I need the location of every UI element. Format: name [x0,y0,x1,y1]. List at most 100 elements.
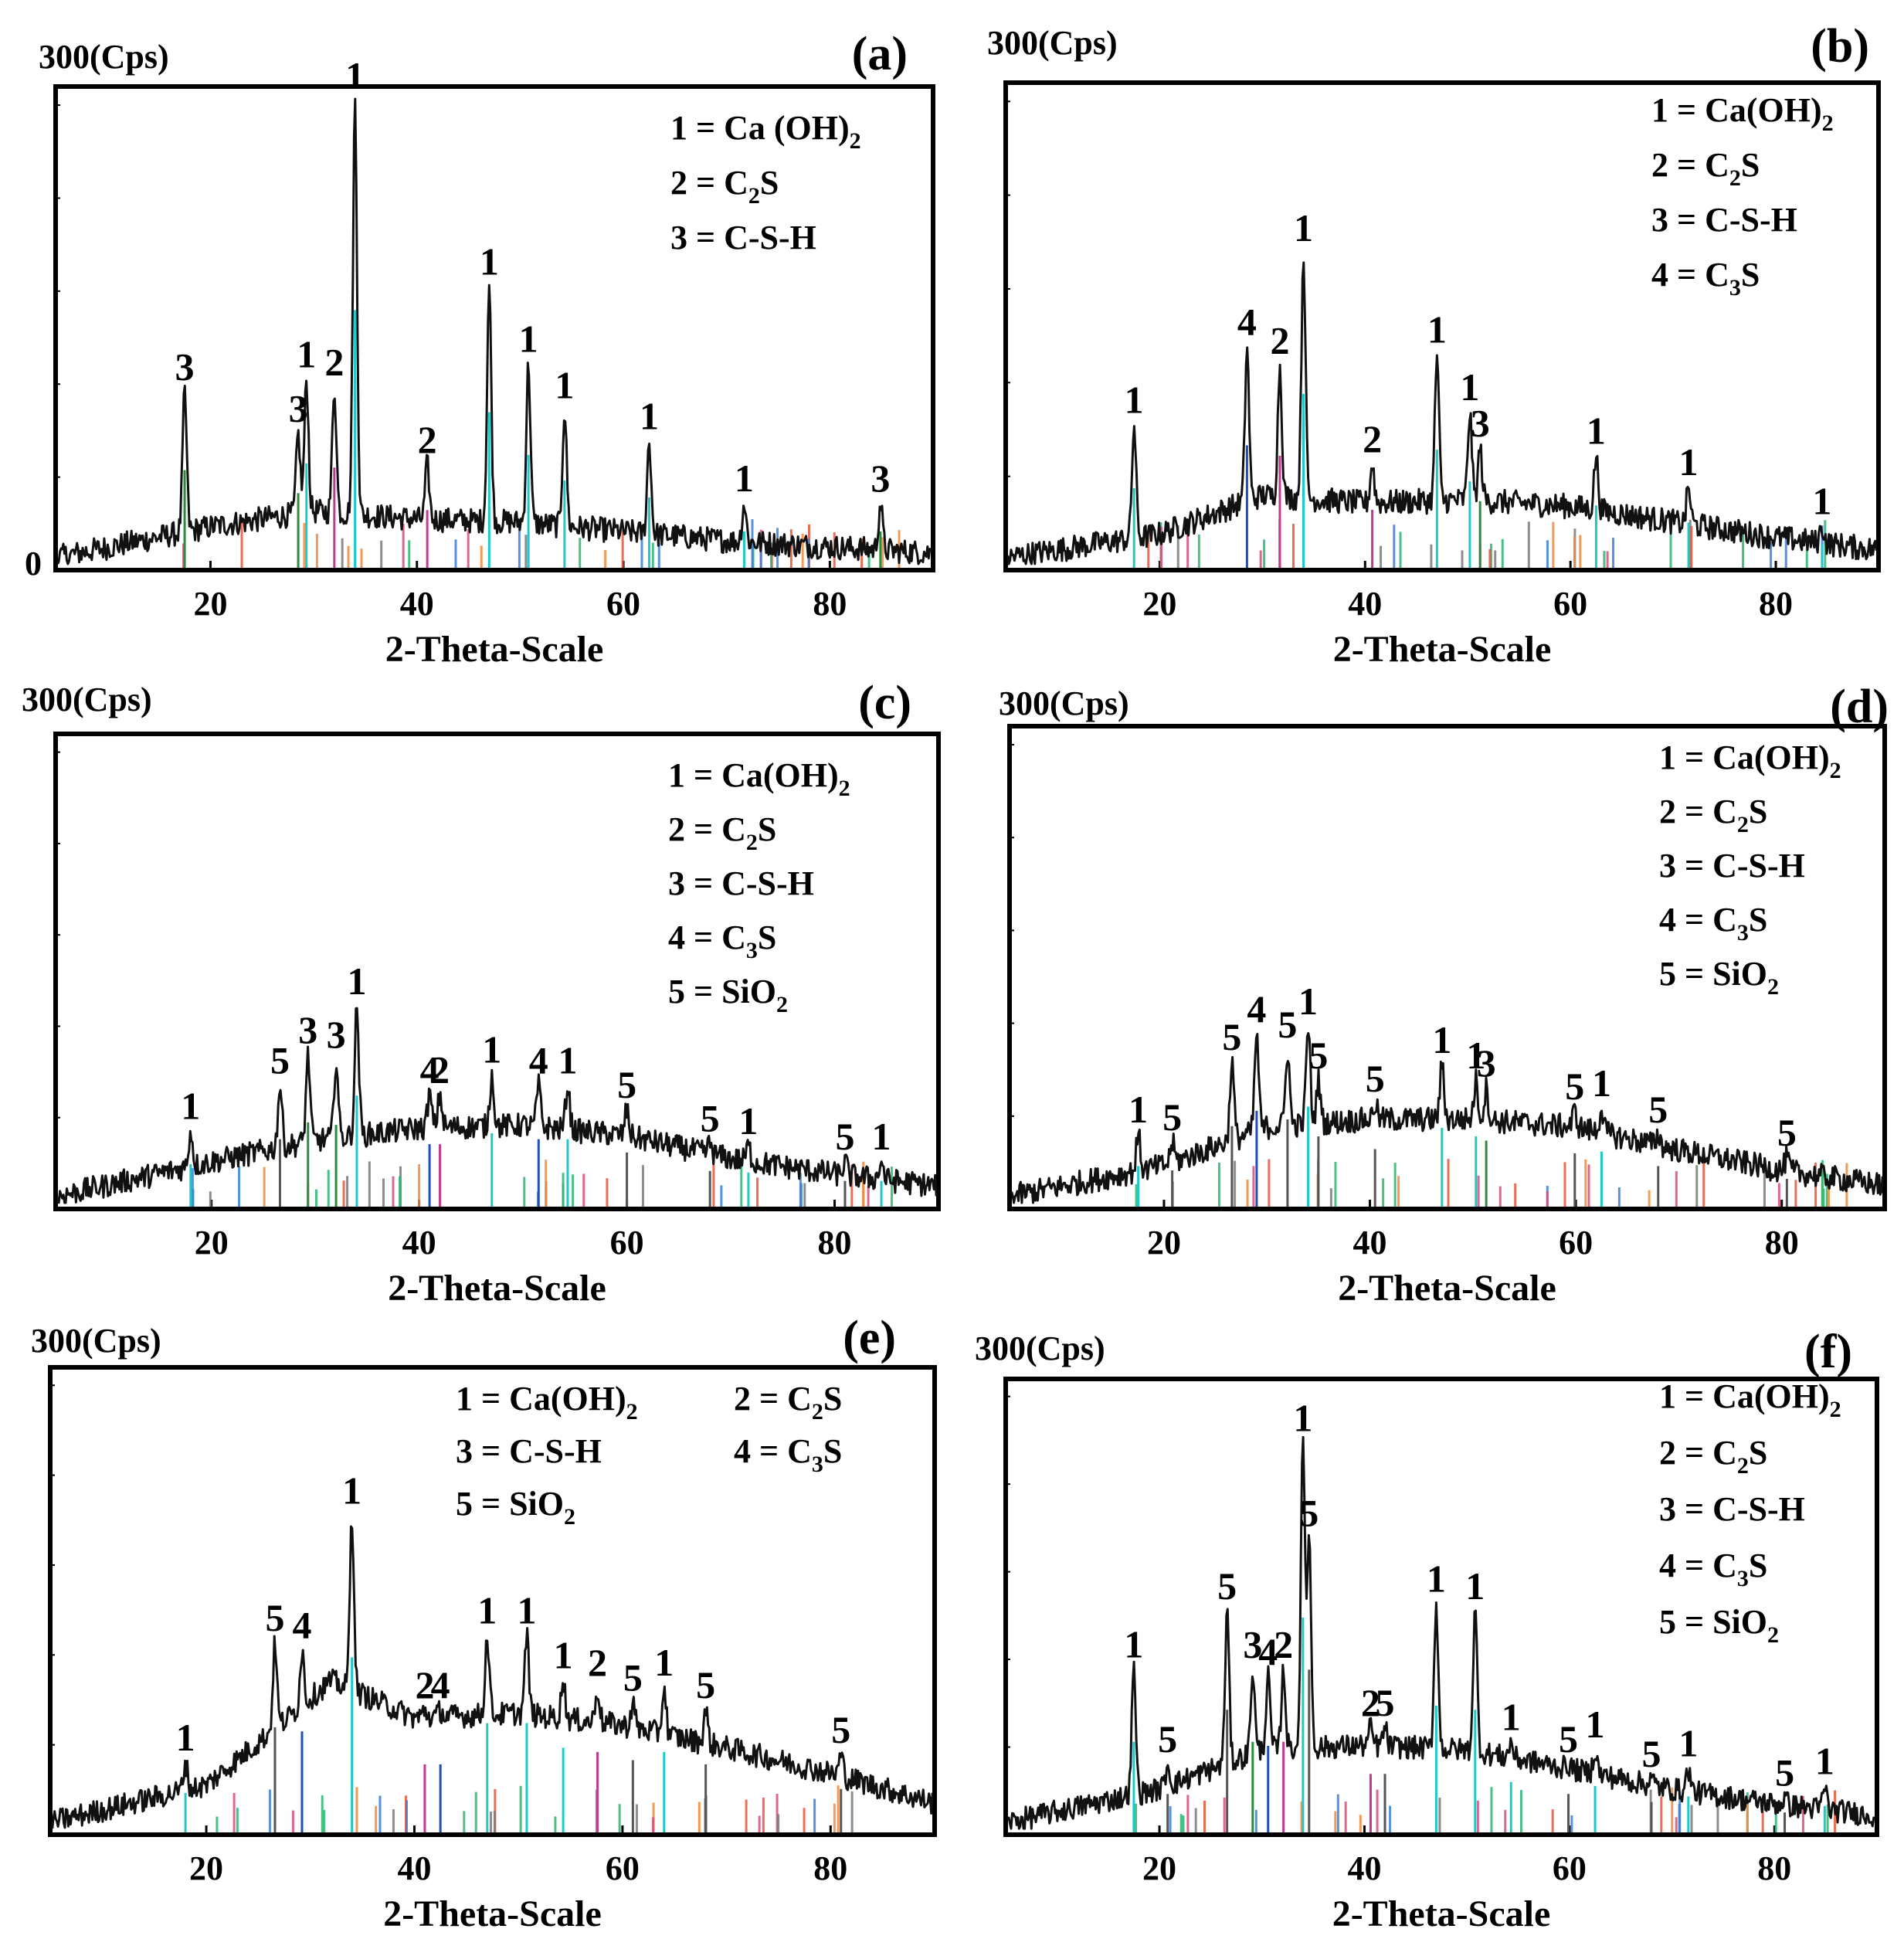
peak-label: 3 [289,387,308,430]
peak-label: 1 [1432,1018,1451,1061]
peak-label: 3 [175,345,195,389]
peak-label: 1 [345,54,365,97]
peak-label: 1 [477,1588,497,1632]
x-tick-label: 40 [1348,585,1382,623]
peak-label: 5 [1299,1491,1319,1534]
peak-label: 4 [1258,1630,1278,1673]
x-tick-label: 80 [813,1849,847,1887]
legend-entry: 3 = C-S-H [668,864,814,902]
peak-label: 2 [324,341,344,384]
y-axis-unit-label: 300(Cps) [31,1322,161,1360]
legend-entry: 4 = C3S [1659,1547,1767,1591]
peak-label: 3 [871,457,890,500]
peak-label: 1 [181,1085,200,1128]
x-tick-label: 80 [1757,1849,1791,1887]
reference-sticks [1132,393,1827,568]
peak-label: 4 [1237,300,1257,343]
plot-frame [1003,80,1881,572]
peak-label: 5 [835,1115,854,1158]
plot-frame [1007,724,1887,1211]
legend: 1 = Ca (OH)2 2 = C2S 3 = C-S-H [670,109,861,256]
x-tick-label: 60 [610,1224,644,1262]
diffraction-pattern-line [56,1007,938,1204]
peak-label: 1 [558,1038,577,1082]
x-tick-label: 40 [400,585,434,623]
x-axis-label: 2-Theta-Scale [383,1893,602,1934]
peak-label: 4 [431,1663,450,1706]
x-axis-label: 2-Theta-Scale [1332,1893,1551,1934]
peak-label: 5 [1559,1717,1578,1761]
legend-entry: 5 = SiO2 [456,1485,575,1530]
diffraction-pattern-line [56,97,932,565]
legend: 1 = Ca(OH)2 2 = C2S 3 = C-S-H 4 = C3S [1651,91,1834,301]
peak-label: 2 [588,1641,607,1684]
panel-tag: (f) [1804,1326,1852,1378]
peak-label: 5 [1775,1751,1794,1794]
x-tick-label: 80 [813,585,847,623]
peak-label: 5 [265,1596,284,1639]
plot-frame [53,732,941,1211]
x-tick-label: 60 [1559,1224,1593,1262]
peak-label: 5 [1158,1717,1177,1761]
peak-label: 1 [1465,1564,1485,1608]
legend-entry: 1 = Ca(OH)2 [1659,1377,1841,1422]
peak-label: 1 [1125,378,1144,421]
x-axis-label: 2-Theta-Scale [1333,629,1552,670]
peak-label: 5 [1642,1732,1661,1775]
peak-label: 4 [529,1038,548,1082]
legend-entry: 4 = C3S [734,1432,842,1477]
peak-label: 1 [1427,1557,1446,1600]
legend-entry: 5 = SiO2 [1659,955,1779,1000]
x-tick-label: 20 [1147,1224,1181,1262]
legend-entry: 2 = C2S [668,810,776,855]
peak-label: 3 [1477,1041,1496,1085]
legend-entry: 3 = C-S-H [670,219,816,256]
reference-sticks [184,1657,854,1832]
peak-label: 1 [342,1469,361,1512]
peak-label: 2 [415,1663,434,1706]
legend-entry: 1 = Ca(OH)2 [456,1380,638,1425]
peak-label: 1 [519,318,538,361]
peak-label: 1 [482,1028,501,1071]
x-tick-label: 60 [606,585,640,623]
peak-label: 1 [738,1099,758,1143]
x-axis-label: 2-Theta-Scale [1338,1268,1556,1309]
y-axis-unit-label: 300(Cps) [39,38,169,76]
legend: 1 = Ca(OH)2 2 = C2S 3 = C-S-H 4 = C3S 5 = Si… [456,1380,842,1530]
y-axis-unit-label: 300(Cps) [22,681,152,718]
peak-label: 1 [555,364,574,407]
peak-label: 3 [1471,402,1490,445]
plot-frame [53,84,935,572]
x-tick-label: 80 [1759,585,1793,623]
y-axis-unit-label: 300(Cps) [975,1329,1105,1367]
peak-label: 1 [480,239,499,283]
panel-tag: (a) [852,28,908,80]
x-tick-label: 40 [402,1224,436,1262]
peak-label: 1 [1502,1696,1521,1739]
peak-label: 1 [1679,440,1699,484]
peak-label: 1 [1128,1088,1148,1131]
peak-label: 3 [1243,1622,1262,1666]
x-tick-label: 80 [818,1224,852,1262]
peak-label: 1 [1298,980,1318,1023]
peak-label: 2 [1361,1681,1380,1724]
legend-entry: 2 = C2S [1659,793,1767,837]
peak-label: 1 [1460,365,1479,409]
peak-label: 1 [347,959,366,1003]
peak-label: 1 [554,1633,573,1676]
peak-label: 5 [701,1096,720,1139]
peak-label: 1 [176,1716,195,1759]
peak-label: 1 [1466,1034,1485,1077]
peak-label: 5 [1308,1034,1328,1077]
peak-label: 1 [654,1641,674,1684]
peak-label: 1 [297,333,316,376]
legend-entry: 2 = C2S [1651,146,1760,191]
legend-entry: 5 = SiO2 [668,973,788,1017]
legend-entry: 3 = C-S-H [456,1432,602,1470]
peak-label: 5 [696,1663,715,1706]
peak-label: 5 [1278,1003,1297,1046]
peak-label: 5 [1222,1015,1241,1058]
